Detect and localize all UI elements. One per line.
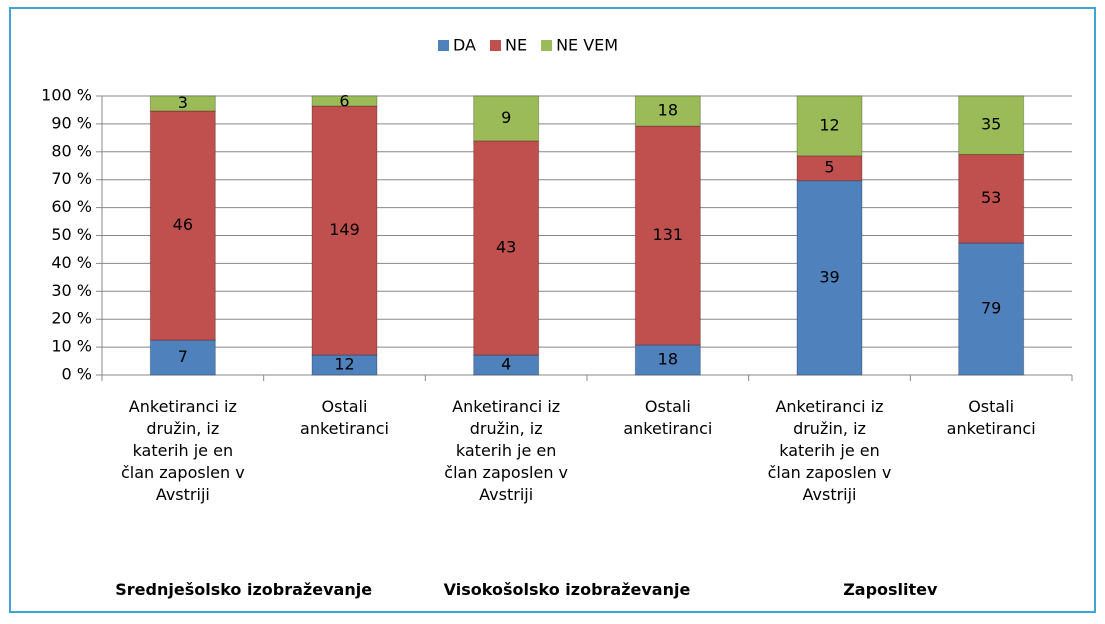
legend-swatch (438, 40, 449, 51)
group-label: Visokošolsko izobraževanje (443, 580, 691, 599)
bar-segment (796, 155, 863, 182)
frame (9, 7, 1096, 613)
data-label: 43 (496, 237, 516, 256)
x-tick-label: Anketiranci iz družin, iz katerih je en … (767, 397, 892, 504)
legend-label: NE VEM (556, 36, 618, 55)
data-label: 12 (819, 115, 839, 134)
bar-segment (149, 95, 216, 112)
data-label: 9 (501, 108, 511, 127)
y-tick-label: 0 % (62, 365, 92, 384)
x-tick-label: Ostali anketiranci (300, 397, 389, 438)
y-tick-label: 10 % (51, 337, 92, 356)
bar-segment (473, 95, 540, 142)
y-tick-label: 50 % (51, 225, 92, 244)
data-label: 18 (658, 349, 678, 368)
bar-segment (634, 344, 701, 376)
x-tick-label: Ostali anketiranci (946, 397, 1036, 438)
group-label: Srednješolsko izobraževanje (115, 580, 373, 599)
y-tick-label: 20 % (51, 309, 92, 328)
bar-segment (958, 153, 1025, 244)
data-label: 3 (178, 93, 188, 112)
legend-label: NE (505, 36, 527, 55)
data-label: 4 (501, 355, 511, 374)
bar-segment (634, 95, 701, 127)
bar-segment (473, 354, 540, 376)
bar-segment (958, 242, 1025, 376)
data-label: 6 (339, 92, 349, 111)
bar-segment (149, 110, 216, 341)
y-tick-label: 100 % (41, 86, 92, 105)
legend-swatch (541, 40, 553, 51)
bar-segment (958, 95, 1025, 155)
data-label: 18 (658, 101, 678, 120)
bar-segment (311, 105, 378, 356)
y-tick-label: 90 % (51, 113, 92, 132)
y-tick-label: 40 % (51, 253, 92, 272)
y-tick-label: 80 % (51, 141, 92, 160)
y-tick-label: 60 % (51, 197, 92, 216)
data-label: 12 (334, 354, 354, 373)
x-tick-label: Ostali anketiranci (623, 397, 713, 438)
y-tick-label: 30 % (51, 281, 92, 300)
data-label: 53 (981, 188, 1001, 207)
legend-swatch (489, 40, 501, 51)
x-tick-label: Anketiranci iz družin, iz katerih je en … (120, 397, 245, 504)
data-label: 5 (824, 158, 834, 177)
data-label: 79 (981, 299, 1001, 318)
bar-segment (634, 125, 701, 346)
x-tick-label: Anketiranci iz družin, iz katerih je en … (444, 397, 569, 504)
bar-segment (796, 95, 863, 157)
data-label: 35 (981, 115, 1001, 134)
y-tick-label: 70 % (51, 169, 92, 188)
data-label: 46 (173, 215, 193, 234)
bar-segment (311, 95, 378, 107)
data-label: 7 (178, 347, 188, 366)
legend-label: DA (453, 36, 476, 55)
bar-segment (796, 180, 863, 376)
bar-segment (473, 140, 540, 356)
data-label: 131 (653, 225, 684, 244)
data-label: 149 (329, 220, 360, 239)
group-label: Zaposlitev (843, 580, 938, 599)
data-label: 39 (819, 267, 839, 286)
bar-segment (149, 339, 216, 376)
